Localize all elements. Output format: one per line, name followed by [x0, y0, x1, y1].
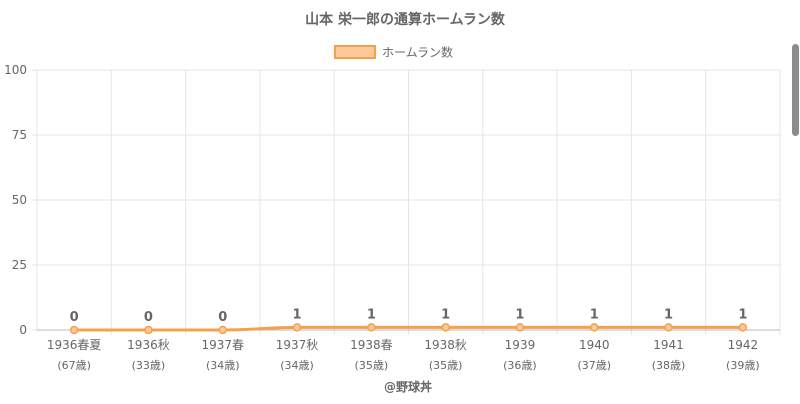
footer-credit: @野球丼 — [384, 379, 432, 394]
data-label: 1 — [590, 307, 599, 322]
data-label: 0 — [70, 310, 79, 325]
ytick-label: 0 — [19, 323, 27, 337]
xtick-sublabel: (38歳) — [652, 359, 686, 372]
data-label: 1 — [738, 307, 747, 322]
data-label: 1 — [515, 307, 524, 322]
data-point[interactable] — [664, 323, 673, 332]
xtick-label: 1942 — [728, 338, 759, 352]
data-point[interactable] — [69, 325, 79, 335]
xtick-sublabel: (34歳) — [280, 359, 314, 372]
series-homerun — [69, 323, 748, 335]
xtick-label: 1939 — [505, 338, 536, 352]
series-line — [74, 325, 743, 332]
ytick-label: 25 — [12, 258, 27, 272]
data-point[interactable] — [367, 323, 376, 332]
xtick-sublabel: (35歳) — [355, 359, 389, 372]
chart-title: 山本 栄一郎の通算ホームラン数 — [305, 11, 506, 28]
ytick-label: 100 — [4, 63, 27, 77]
xtick-label: 1938秋 — [424, 338, 467, 352]
xtick-label: 1940 — [579, 338, 610, 352]
ytick-label: 50 — [12, 193, 27, 207]
xtick-label: 1936春夏 — [47, 338, 102, 352]
xtick-sublabel: (36歳) — [503, 359, 537, 372]
grid — [36, 69, 781, 335]
legend[interactable]: ホームラン数 — [334, 45, 453, 60]
xtick-sublabel: (67歳) — [57, 359, 91, 372]
xtick-sublabel: (39歳) — [726, 359, 760, 372]
legend-swatch — [334, 45, 376, 59]
data-label: 1 — [293, 307, 302, 322]
data-point[interactable] — [738, 323, 748, 332]
x-axis: 1936春夏 (67歳) 1936秋 (33歳) 1937春 (34歳) 1937秋 (34歳… — [37, 329, 780, 372]
data-label: 0 — [144, 310, 153, 325]
data-point[interactable] — [590, 323, 599, 332]
xtick-label: 1937秋 — [276, 338, 319, 352]
xtick-sublabel: (35歳) — [429, 359, 463, 372]
legend-label: ホームラン数 — [382, 45, 453, 60]
ytick-label: 75 — [12, 128, 27, 142]
xtick-label: 1941 — [653, 338, 684, 352]
xtick-label: 1936秋 — [127, 338, 170, 352]
data-point[interactable] — [441, 323, 450, 332]
data-point[interactable] — [292, 323, 302, 332]
xtick-sublabel: (33歳) — [132, 359, 166, 372]
data-label: 1 — [664, 307, 673, 322]
xtick-label: 1937春 — [201, 338, 244, 352]
data-label: 1 — [441, 307, 450, 322]
data-point[interactable] — [144, 325, 153, 335]
data-point[interactable] — [218, 325, 227, 335]
xtick-sublabel: (34歳) — [206, 359, 240, 372]
data-label: 1 — [367, 307, 376, 322]
data-labels: 0 0 0 1 1 1 1 1 1 1 — [70, 307, 748, 325]
data-point[interactable] — [515, 323, 525, 332]
scrollbar-thumb[interactable] — [792, 44, 799, 136]
y-axis: 0 25 50 75 100 — [4, 63, 37, 337]
xtick-sublabel: (37歳) — [577, 359, 611, 372]
xtick-label: 1938春 — [350, 338, 393, 352]
data-label: 0 — [218, 310, 227, 325]
